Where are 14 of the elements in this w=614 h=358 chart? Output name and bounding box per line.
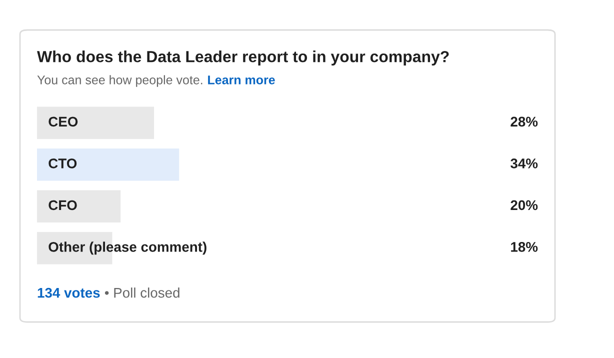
text: Learn more bbox=[208, 76, 275, 84]
y-tick-label: CTO bbox=[48, 158, 77, 168]
data-label: 28% bbox=[510, 116, 538, 127]
text: Who does the Data Leader report to in your company? bbox=[37, 50, 449, 66]
data-label: 18% bbox=[511, 242, 538, 252]
text: • Poll closed bbox=[104, 288, 180, 298]
y-tick-label: Other (please comment) bbox=[48, 242, 206, 255]
y-tick-label: CEO bbox=[48, 116, 78, 127]
data-label: 20% bbox=[510, 200, 538, 210]
chart-subtitle: You can see how people vote. bbox=[37, 75, 202, 87]
bar bbox=[37, 148, 180, 181]
y-tick-label: CFO bbox=[48, 200, 77, 210]
data-label: 34% bbox=[510, 158, 538, 168]
text: 134 votes bbox=[38, 288, 100, 298]
